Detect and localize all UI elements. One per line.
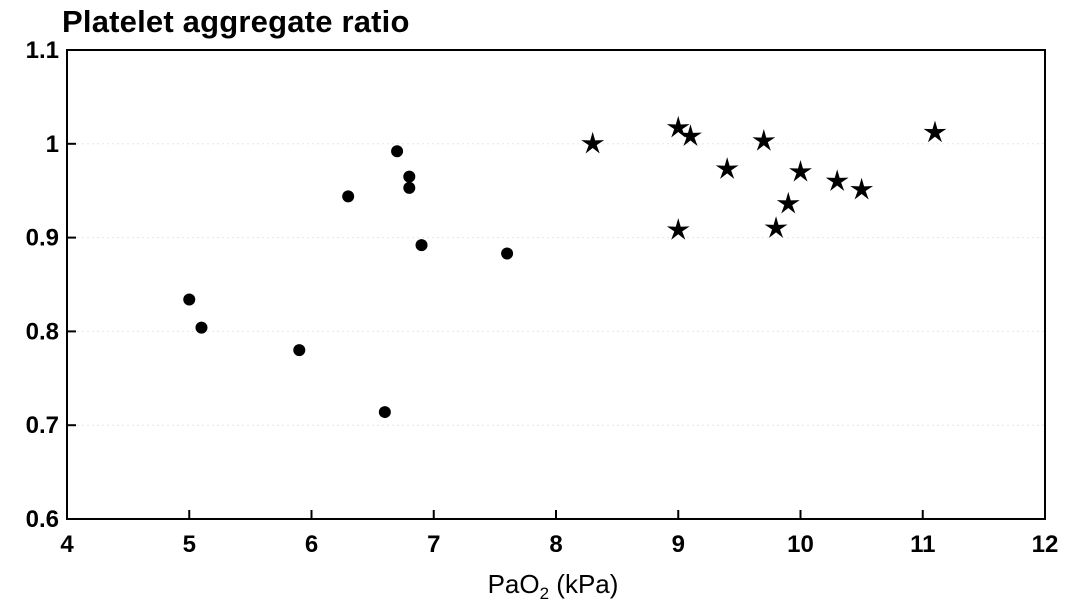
x-tick-label: 11 — [910, 531, 935, 558]
x-axis-label: PaO2 (kPa) — [488, 569, 619, 603]
data-point-star — [666, 115, 690, 138]
plot-frame — [66, 49, 1046, 520]
data-point-circle — [378, 406, 391, 419]
y-tick-label: 0.6 — [26, 506, 59, 533]
data-point-circle — [293, 344, 306, 357]
data-point-circle — [195, 321, 208, 334]
data-point-circle — [501, 247, 514, 260]
data-point-circle — [403, 181, 416, 194]
data-point-star — [923, 120, 947, 143]
data-point-star — [715, 157, 739, 179]
data-point-star — [764, 216, 788, 238]
y-tick-label: 1.1 — [26, 37, 59, 64]
x-tick-label: 5 — [183, 531, 196, 558]
data-points — [183, 115, 947, 419]
x-tick-label: 9 — [672, 531, 685, 558]
data-point-star — [581, 131, 605, 154]
y-tick-label: 1 — [46, 131, 59, 158]
data-point-circle — [391, 145, 404, 158]
data-point-circle — [342, 190, 355, 203]
x-tick-label: 10 — [787, 531, 814, 558]
data-point-circle — [183, 293, 196, 306]
grid-lines — [67, 143, 1045, 426]
data-point-star — [666, 218, 690, 240]
x-tick-label: 12 — [1032, 531, 1059, 558]
data-point-star — [789, 159, 812, 182]
chart-title: Platelet aggregate ratio — [62, 4, 410, 39]
data-point-star — [776, 191, 800, 214]
x-tick-label: 4 — [60, 531, 74, 558]
data-point-star — [825, 169, 849, 192]
data-point-star — [752, 128, 776, 151]
y-tick-label: 0.9 — [26, 225, 59, 252]
x-tick-label: 8 — [549, 531, 562, 558]
axis-ticks: 0.6 0.7 0.8 0.9 1 1.1 4 5 6 7 8 9 10 11 12 — [26, 37, 1059, 558]
data-point-circle — [415, 239, 428, 252]
x-tick-label: 6 — [305, 531, 318, 558]
plot-border — [66, 49, 1046, 520]
x-tick-label: 7 — [427, 531, 440, 558]
data-point-star — [850, 177, 874, 200]
y-tick-label: 0.7 — [26, 412, 59, 439]
y-tick-label: 0.8 — [26, 318, 59, 345]
data-point-circle — [403, 170, 416, 183]
data-point-star — [679, 124, 702, 146]
